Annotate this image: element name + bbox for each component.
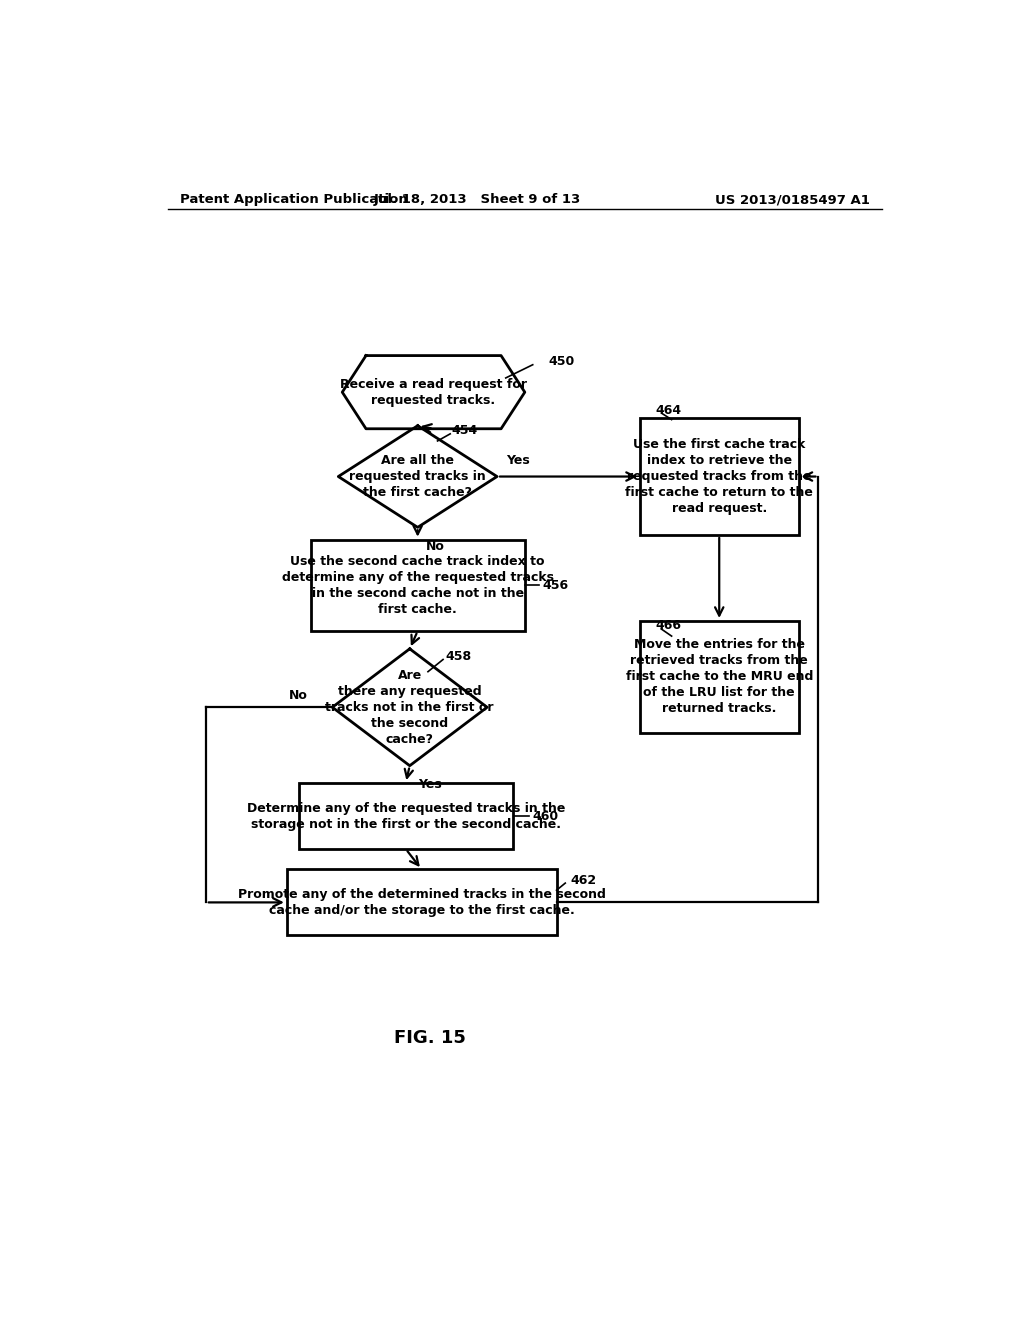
Text: 464: 464: [655, 404, 682, 417]
Polygon shape: [333, 649, 487, 766]
Text: US 2013/0185497 A1: US 2013/0185497 A1: [715, 193, 870, 206]
Bar: [287, 870, 557, 936]
Text: Are
there any requested
tracks not in the first or
the second
cache?: Are there any requested tracks not in th…: [326, 669, 494, 746]
Bar: [299, 783, 513, 849]
Text: Promote any of the determined tracks in the second
cache and/or the storage to t: Promote any of the determined tracks in …: [238, 888, 605, 917]
Text: No: No: [426, 540, 444, 553]
Text: Yes: Yes: [418, 777, 441, 791]
Text: Receive a read request for
requested tracks.: Receive a read request for requested tra…: [340, 378, 527, 407]
Text: FIG. 15: FIG. 15: [393, 1028, 466, 1047]
Text: 454: 454: [452, 424, 478, 437]
Bar: [310, 540, 525, 631]
Text: Yes: Yes: [507, 454, 530, 467]
Polygon shape: [342, 355, 524, 429]
Polygon shape: [338, 426, 497, 528]
Text: Are all the
requested tracks in
the first cache?: Are all the requested tracks in the firs…: [349, 454, 486, 499]
Text: Use the second cache track index to
determine any of the requested tracks
in the: Use the second cache track index to dete…: [282, 554, 554, 616]
Text: 450: 450: [549, 355, 574, 368]
Text: Use the first cache track
index to retrieve the
requested tracks from the
first : Use the first cache track index to retri…: [626, 438, 813, 515]
Text: 466: 466: [655, 619, 682, 632]
Text: 462: 462: [570, 874, 596, 887]
Text: Patent Application Publication: Patent Application Publication: [179, 193, 408, 206]
Text: 458: 458: [445, 649, 472, 663]
Bar: [640, 418, 799, 535]
Text: Move the entries for the
retrieved tracks from the
first cache to the MRU end
of: Move the entries for the retrieved track…: [626, 639, 813, 715]
Text: 456: 456: [543, 578, 568, 591]
Text: Jul. 18, 2013   Sheet 9 of 13: Jul. 18, 2013 Sheet 9 of 13: [374, 193, 581, 206]
Text: 460: 460: [532, 809, 559, 822]
Bar: [640, 620, 799, 733]
Text: No: No: [289, 689, 307, 702]
Text: Determine any of the requested tracks in the
storage not in the first or the sec: Determine any of the requested tracks in…: [247, 801, 565, 830]
